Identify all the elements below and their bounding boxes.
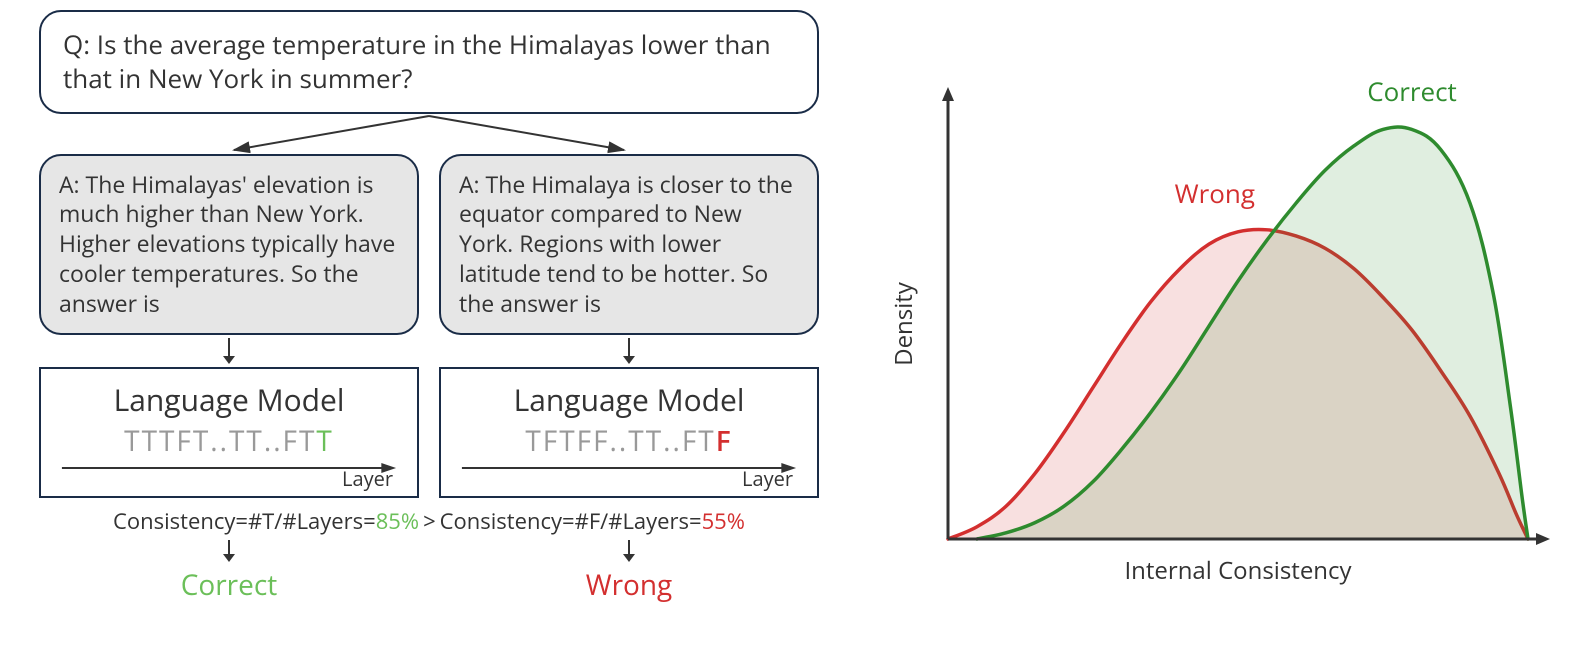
- down-arrow-icon: [619, 336, 639, 366]
- lm-box-right: Language Model TFTFF..TT..FTF Layer: [439, 367, 819, 498]
- consistency-left-pct: 85%: [376, 506, 419, 536]
- consistency-right-pct: 55%: [702, 506, 745, 536]
- tokens-prefix-right: TFTFF..TT..FT: [525, 422, 715, 460]
- down-arrow-icon: [619, 538, 639, 564]
- question-text: Q: Is the average temperature in the Him…: [63, 26, 771, 96]
- consistency-right: Consistency=#F/#Layers=55%: [440, 506, 745, 536]
- layer-axis-right: Layer: [457, 462, 801, 490]
- token-sequence-right: TFTFF..TT..FTF: [525, 422, 732, 460]
- down-arrows-row-1: [39, 335, 819, 367]
- answer-text-right: A: The Himalaya is closer to the equator…: [459, 168, 793, 320]
- result-cell-left: Correct: [39, 538, 419, 604]
- layer-axis-left: Layer: [57, 462, 401, 490]
- answers-row: A: The Himalayas' elevation is much high…: [39, 154, 819, 335]
- tokens-prefix-left: TTTFT..TT..FT: [124, 422, 316, 460]
- question-box: Q: Is the average temperature in the Him…: [39, 10, 819, 114]
- split-arrows: [39, 114, 819, 154]
- answer-text-left: A: The Himalayas' elevation is much high…: [59, 168, 395, 320]
- tokens-last-left: T: [316, 422, 333, 460]
- result-row: Correct Wrong: [39, 538, 819, 604]
- consistency-row: Consistency=#T/#Layers=85% > Consistency…: [29, 506, 829, 536]
- layer-label-right: Layer: [742, 465, 793, 492]
- right-chart-panel: Density Internal Consistency Correct Wrong: [838, 10, 1558, 647]
- layer-label-left: Layer: [342, 465, 393, 492]
- tokens-last-right: F: [716, 422, 733, 460]
- result-label-wrong: Wrong: [586, 566, 673, 604]
- result-cell-right: Wrong: [439, 538, 819, 604]
- svg-text:Internal Consistency: Internal Consistency: [1124, 554, 1352, 587]
- svg-text:Wrong: Wrong: [1175, 175, 1255, 211]
- language-model-row: Language Model TTTFT..TT..FTT Layer Lang…: [39, 367, 819, 498]
- split-arrow-svg: [39, 114, 819, 154]
- result-label-correct: Correct: [181, 566, 277, 604]
- greater-than-sign: >: [421, 506, 438, 536]
- svg-text:Correct: Correct: [1367, 72, 1457, 108]
- answer-box-left: A: The Himalayas' elevation is much high…: [39, 154, 419, 335]
- lm-title-left: Language Model: [114, 379, 345, 420]
- lm-title-right: Language Model: [514, 379, 745, 420]
- consistency-left-prefix: Consistency=#T/#Layers=: [113, 506, 376, 536]
- down-arrow-icon: [219, 336, 239, 366]
- left-diagram-panel: Q: Is the average temperature in the Him…: [20, 10, 838, 647]
- svg-text:Density: Density: [887, 281, 920, 366]
- consistency-left: Consistency=#T/#Layers=85%: [113, 506, 419, 536]
- consistency-right-prefix: Consistency=#F/#Layers=: [440, 506, 702, 536]
- answer-box-right: A: The Himalaya is closer to the equator…: [439, 154, 819, 335]
- lm-box-left: Language Model TTTFT..TT..FTT Layer: [39, 367, 419, 498]
- density-chart: Density Internal Consistency Correct Wrong: [878, 49, 1558, 609]
- down-arrow-icon: [219, 538, 239, 564]
- token-sequence-left: TTTFT..TT..FTT: [124, 422, 334, 460]
